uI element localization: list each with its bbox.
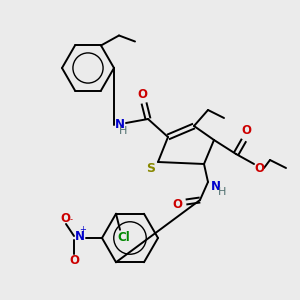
- Text: O: O: [172, 197, 182, 211]
- Text: O: O: [254, 161, 264, 175]
- Text: Cl: Cl: [118, 231, 130, 244]
- Text: O: O: [137, 88, 147, 100]
- Text: N: N: [211, 181, 221, 194]
- Text: H: H: [218, 187, 226, 197]
- Text: H: H: [119, 126, 127, 136]
- Text: N: N: [75, 230, 85, 242]
- Text: -: -: [70, 215, 73, 224]
- Text: S: S: [146, 163, 155, 176]
- Text: O: O: [60, 212, 70, 224]
- Text: O: O: [241, 124, 251, 137]
- Text: O: O: [69, 254, 79, 266]
- Text: N: N: [115, 118, 125, 131]
- Text: +: +: [80, 226, 86, 235]
